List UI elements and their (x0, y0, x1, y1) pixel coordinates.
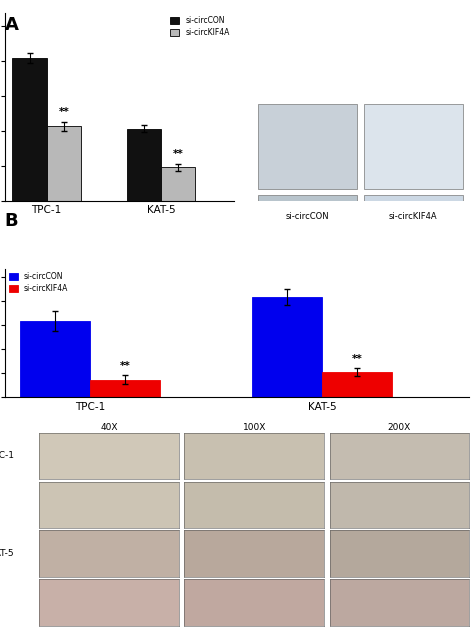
Bar (364, 195, 463, 281)
Bar (322, 372, 392, 398)
Title: 200X: 200X (388, 423, 411, 432)
Legend: si-circCON, si-circKIF4A: si-circCON, si-circKIF4A (170, 16, 230, 37)
Bar (46, 126, 81, 200)
Title: 40X: 40X (100, 423, 118, 432)
Bar (90, 380, 160, 398)
Text: B: B (5, 212, 18, 229)
Text: TPC-1: TPC-1 (0, 451, 14, 461)
Text: **: ** (119, 361, 130, 371)
Bar (127, 129, 161, 200)
Text: A: A (5, 16, 18, 33)
Text: si-circCON: si-circCON (286, 212, 329, 221)
Bar (20, 321, 90, 398)
Title: 100X: 100X (243, 423, 266, 432)
Bar (253, 297, 322, 398)
Text: KAT-5: KAT-5 (0, 549, 14, 558)
Bar (161, 167, 195, 200)
Text: **: ** (352, 353, 363, 363)
Bar (364, 104, 463, 189)
Text: **: ** (58, 107, 69, 117)
Bar (258, 195, 357, 281)
Bar (258, 104, 357, 189)
Text: **: ** (173, 149, 183, 159)
Legend: si-circCON, si-circKIF4A: si-circCON, si-circKIF4A (9, 272, 68, 293)
Text: si-circKIF4A: si-circKIF4A (389, 212, 438, 221)
Bar (12, 58, 46, 200)
